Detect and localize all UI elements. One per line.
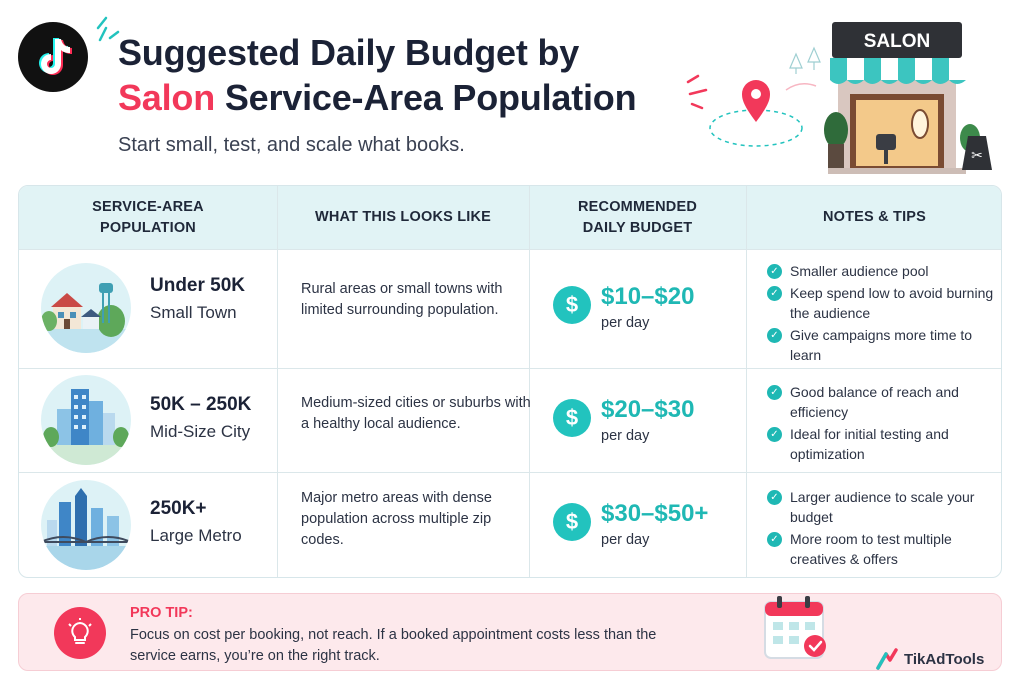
title-line-1: Suggested Daily Budget by (118, 32, 580, 73)
mid-size-city-illustration (41, 375, 131, 465)
check-circle-icon: ✓ (767, 264, 782, 279)
column-divider (529, 186, 530, 577)
table-row: 50K – 250K Mid-Size City Medium-sized ci… (19, 368, 1001, 472)
table-row: Under 50K Small Town Rural areas or smal… (19, 249, 1001, 368)
budget-range: $10–$20 (601, 283, 695, 310)
svg-text:✂: ✂ (971, 148, 983, 164)
tips-list: ✓ Smaller audience pool ✓ Keep spend low t… (767, 261, 997, 367)
row-divider (19, 368, 1001, 369)
budget-range: $30–$50+ (601, 500, 709, 527)
page-subtitle: Start small, test, and scale what books. (118, 134, 465, 156)
title-accent: Salon (118, 77, 216, 118)
pro-tip-label: PRO TIP: (130, 605, 193, 621)
row-divider (19, 249, 1001, 250)
dollar-icon: $ (553, 286, 591, 324)
pro-tip-text: Focus on cost per booking, not reach. If… (130, 627, 657, 664)
header-population: SERVICE-AREA POPULATION (92, 198, 204, 236)
brand-logo: TikAdTools (874, 646, 984, 672)
tip-text: More room to test multiple creatives & o… (790, 531, 952, 567)
population-title: 250K+ (150, 498, 207, 519)
header-budget: RECOMMENDED DAILY BUDGET (577, 198, 697, 236)
budget-range: $20–$30 (601, 396, 695, 423)
sparkle-icon (686, 74, 708, 110)
column-divider (277, 186, 278, 577)
tip-item: ✓ More room to test multiple creatives & … (767, 529, 997, 569)
tip-item: ✓ Larger audience to scale your budget (767, 487, 997, 527)
dollar-icon: $ (553, 399, 591, 437)
header-looks-like: WHAT THIS LOOKS LIKE (314, 209, 492, 225)
tiktok-logo-icon (18, 22, 88, 92)
area-description: Major metro areas with dense population … (301, 490, 492, 548)
area-description: Rural areas or small towns with limited … (301, 281, 503, 318)
pro-tip-box: PRO TIP: Focus on cost per booking, not … (18, 593, 1002, 671)
tips-list: ✓ Larger audience to scale your budget ✓ M… (767, 487, 997, 571)
tip-item: ✓ Ideal for initial testing and optimizat… (767, 424, 997, 464)
population-subtitle: Mid-Size City (150, 422, 251, 441)
table-row: 250K+ Large Metro Major metro areas with… (19, 472, 1001, 577)
brand-name: TikAdTools (904, 650, 985, 668)
check-circle-icon: ✓ (767, 427, 782, 442)
dollar-icon: $ (553, 503, 591, 541)
check-circle-icon: ✓ (767, 490, 782, 505)
tips-list: ✓ Good balance of reach and efficiency ✓ I… (767, 382, 997, 466)
check-circle-icon: ✓ (767, 328, 782, 343)
tip-item: ✓ Give campaigns more time to learn (767, 325, 997, 365)
budget-table: SERVICE-AREA POPULATION WHAT THIS LOOKS … (18, 185, 1002, 578)
population-title: Under 50K (150, 275, 246, 296)
svg-text:SALON: SALON (864, 31, 931, 52)
small-town-illustration (41, 263, 131, 353)
tip-item: ✓ Keep spend low to avoid burning the aud… (767, 283, 997, 323)
row-divider (19, 472, 1001, 473)
tip-text: Give campaigns more time to learn (790, 327, 973, 363)
tip-item: ✓ Good balance of reach and efficiency (767, 382, 997, 422)
tip-text: Keep spend low to avoid burning the audi… (790, 285, 994, 321)
lightbulb-icon (54, 607, 106, 659)
budget-period: per day (601, 532, 650, 548)
table-header: SERVICE-AREA POPULATION WHAT THIS LOOKS … (19, 186, 1001, 249)
area-description: Medium-sized cities or suburbs with a he… (301, 395, 531, 432)
large-metro-illustration (41, 480, 131, 570)
tikadtools-logo-icon (876, 648, 898, 670)
calendar-icon (764, 596, 826, 659)
title-line-2: Salon Service-Area Population (118, 75, 637, 120)
tip-text: Ideal for initial testing and optimizati… (790, 426, 949, 462)
column-divider (746, 186, 747, 577)
header-notes: NOTES & TIPS (822, 209, 927, 225)
budget-period: per day (601, 315, 650, 331)
salon-storefront-illustration: SALON ✂ (789, 22, 992, 174)
check-circle-icon: ✓ (767, 532, 782, 547)
check-circle-icon: ✓ (767, 385, 782, 400)
check-circle-icon: ✓ (767, 286, 782, 301)
population-subtitle: Large Metro (150, 526, 242, 545)
page-title: Suggested Daily Budget by Salon Service-… (118, 30, 637, 120)
sparkle-icon (96, 16, 120, 42)
title-line-2-rest: Service-Area Population (215, 77, 637, 118)
tip-text: Good balance of reach and efficiency (790, 384, 959, 420)
population-title: 50K – 250K (150, 394, 252, 415)
budget-period: per day (601, 428, 650, 444)
population-subtitle: Small Town (150, 303, 237, 322)
tip-text: Smaller audience pool (790, 263, 929, 279)
tip-text: Larger audience to scale your budget (790, 489, 975, 525)
location-pin-icon (709, 80, 817, 147)
tip-item: ✓ Smaller audience pool (767, 261, 997, 281)
